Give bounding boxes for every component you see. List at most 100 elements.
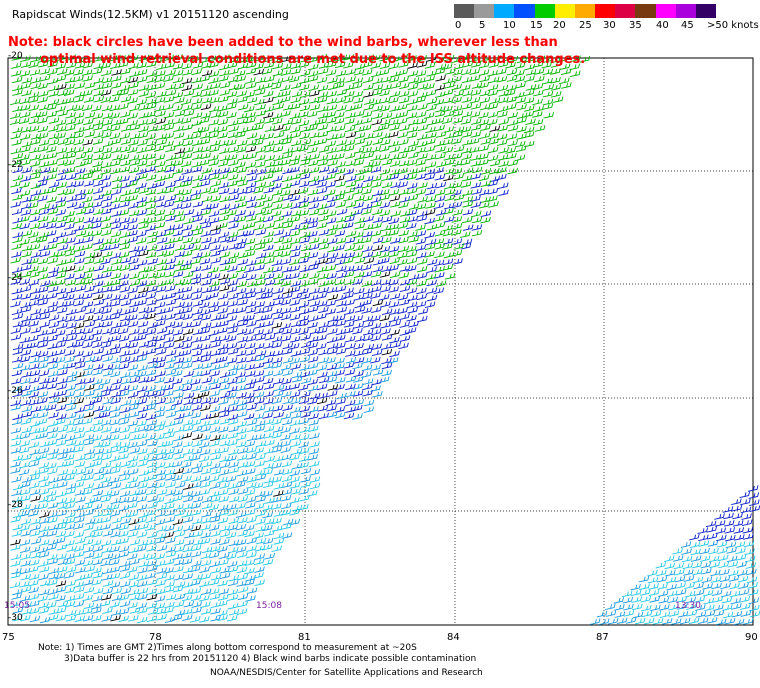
wind-barb [181, 461, 192, 469]
wind-barb [523, 97, 535, 104]
wind-barb [298, 488, 310, 495]
wind-barb [243, 413, 255, 420]
wind-barb [227, 166, 239, 174]
wind-barb [237, 476, 249, 483]
wind-barb [370, 334, 382, 342]
wind-barb [235, 502, 246, 510]
wind-barb [111, 182, 123, 190]
wind-barb [46, 103, 57, 111]
wind-barb [155, 70, 166, 77]
wind-barb [101, 201, 112, 209]
wind-barb [726, 547, 737, 554]
wind-barb [370, 160, 381, 168]
wind-barb [163, 531, 174, 539]
wind-barb [147, 272, 159, 279]
wind-barb [164, 209, 176, 217]
wind-barb [390, 237, 401, 244]
wind-barb [370, 270, 382, 278]
wind-barb [381, 308, 393, 316]
wind-barb [156, 91, 167, 98]
wind-barb [128, 391, 139, 399]
wind-barb [307, 146, 318, 154]
wind-barb [165, 292, 177, 299]
wind-barb [290, 350, 302, 357]
wind-barb [73, 523, 84, 530]
wind-barb [381, 369, 392, 377]
wind-barb [415, 77, 426, 84]
wind-barb [219, 208, 231, 215]
wind-barb [282, 404, 293, 412]
wind-barb [145, 165, 156, 173]
wind-barb [433, 287, 445, 295]
wind-barb [83, 602, 95, 610]
wind-barb [48, 567, 60, 575]
wind-barb [192, 440, 203, 448]
wind-barb [210, 321, 222, 329]
wind-barb [289, 154, 301, 162]
wind-barb [190, 277, 202, 285]
wind-barb [363, 321, 374, 328]
wind-barb [190, 265, 202, 273]
wind-barb [83, 411, 95, 418]
wind-barb [118, 545, 130, 553]
wind-barb [129, 558, 140, 565]
wind-barb [263, 273, 275, 280]
wind-barb [136, 398, 148, 405]
wind-barb [345, 356, 357, 364]
wind-barb [38, 467, 50, 474]
wind-barb [181, 608, 193, 616]
wind-barb [102, 369, 114, 377]
wind-barb [255, 537, 267, 545]
wind-barb [370, 70, 382, 78]
wind-barb [507, 139, 518, 147]
wind-barb [118, 550, 130, 558]
wind-barb [371, 175, 382, 182]
wind-barb [183, 410, 194, 418]
wind-barb [244, 567, 255, 575]
wind-barb [236, 166, 248, 174]
wind-barb [118, 608, 130, 615]
wind-barb [48, 84, 60, 92]
wind-barb [110, 285, 122, 292]
wind-barb [91, 503, 103, 511]
wind-barb [118, 530, 129, 538]
wind-barb [244, 328, 255, 336]
wind-barb [173, 385, 185, 392]
wind-barb [137, 364, 148, 372]
wind-barb [280, 313, 292, 321]
wind-barb [172, 104, 183, 112]
wind-barb [64, 167, 76, 174]
wind-barb [415, 146, 426, 154]
wind-barb [146, 588, 158, 595]
wind-barb [84, 453, 96, 461]
wind-barb [516, 112, 528, 120]
wind-barb [279, 84, 291, 92]
wind-barb [280, 231, 291, 238]
wind-barb [325, 140, 336, 148]
wind-barb [48, 524, 60, 531]
wind-barb [182, 573, 193, 580]
wind-barb [208, 89, 219, 96]
wind-barb [253, 503, 265, 510]
wind-barb [12, 320, 24, 328]
wind-barb [10, 560, 21, 567]
wind-barb [299, 293, 311, 300]
wind-barb [343, 412, 355, 420]
wind-barb [64, 595, 76, 602]
wind-barb [514, 154, 526, 162]
wind-barb [742, 526, 754, 534]
wind-barb [192, 200, 204, 208]
wind-barb [210, 538, 221, 545]
wind-barb [37, 257, 49, 265]
wind-barb [370, 54, 381, 62]
wind-barb [325, 357, 336, 364]
wind-barb [345, 68, 357, 76]
lon-label-84: 84 [447, 632, 460, 643]
wind-barb [46, 328, 58, 335]
wind-barb [192, 495, 204, 503]
wind-barb [147, 502, 158, 509]
wind-barb [145, 153, 157, 160]
wind-barb [353, 343, 364, 350]
wind-barb [742, 618, 754, 625]
wind-barb [30, 82, 42, 90]
